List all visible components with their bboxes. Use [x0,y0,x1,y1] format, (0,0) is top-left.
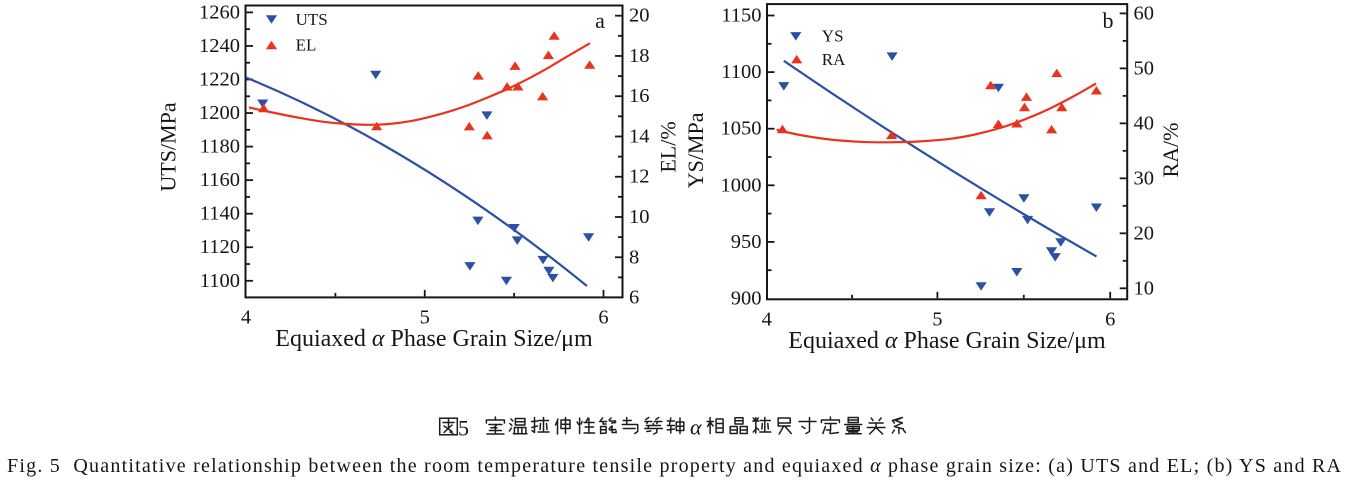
svg-text:6: 6 [629,287,639,309]
svg-text:30: 30 [1134,167,1155,189]
svg-text:Equiaxed α Phase Grain Size/μm: Equiaxed α Phase Grain Size/μm [275,326,593,352]
svg-text:EL/%: EL/% [656,121,681,172]
svg-text:α: α [690,415,702,440]
svg-text:1180: 1180 [200,136,240,158]
svg-text:18: 18 [629,45,650,67]
svg-text:10: 10 [1134,277,1155,299]
svg-text:50: 50 [1134,57,1155,79]
svg-text:UTS/MPa: UTS/MPa [156,102,181,191]
svg-text:1220: 1220 [199,69,240,91]
svg-text:20: 20 [1134,222,1155,244]
svg-text:12: 12 [629,166,650,188]
svg-text:5: 5 [932,309,942,331]
svg-text:RA/%: RA/% [1158,123,1183,178]
svg-text:1160: 1160 [200,169,240,191]
svg-text:1150: 1150 [721,5,761,27]
svg-text:5: 5 [420,307,430,329]
svg-text:a: a [595,8,605,33]
svg-text:EL: EL [296,36,317,55]
svg-text:1240: 1240 [199,35,240,57]
svg-text:Fig. 5 Quantitative relations: Fig. 5 Quantitative relationship between… [7,455,1342,477]
svg-text:5: 5 [458,416,469,441]
svg-text:1000: 1000 [721,174,762,196]
svg-text:YS: YS [822,27,844,46]
svg-text:1120: 1120 [200,236,240,258]
svg-text:UTS: UTS [296,10,328,29]
svg-text:10: 10 [629,206,650,228]
svg-text:4: 4 [762,309,772,331]
svg-text:1260: 1260 [199,1,240,23]
svg-text:YS/MPa: YS/MPa [683,112,708,188]
svg-text:1200: 1200 [199,102,240,124]
svg-text:6: 6 [1105,309,1115,331]
svg-text:4: 4 [241,307,251,329]
svg-text:900: 900 [731,288,762,310]
svg-text:b: b [1103,8,1114,33]
svg-text:60: 60 [1134,2,1155,24]
svg-text:1050: 1050 [721,118,762,140]
svg-text:950: 950 [731,231,762,253]
svg-text:20: 20 [629,5,650,27]
svg-text:16: 16 [629,85,650,107]
svg-text:Equiaxed α Phase Grain Size/μm: Equiaxed α Phase Grain Size/μm [788,328,1106,354]
svg-text:6: 6 [598,307,608,329]
svg-text:40: 40 [1134,112,1155,134]
svg-text:1140: 1140 [200,203,240,225]
svg-text:1100: 1100 [721,61,761,83]
svg-text:14: 14 [629,126,650,148]
svg-text:1100: 1100 [200,270,240,292]
svg-text:RA: RA [822,50,846,69]
svg-text:8: 8 [629,246,639,268]
